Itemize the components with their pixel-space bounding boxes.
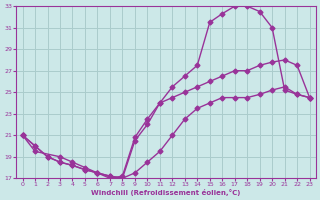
X-axis label: Windchill (Refroidissement éolien,°C): Windchill (Refroidissement éolien,°C) bbox=[92, 189, 241, 196]
